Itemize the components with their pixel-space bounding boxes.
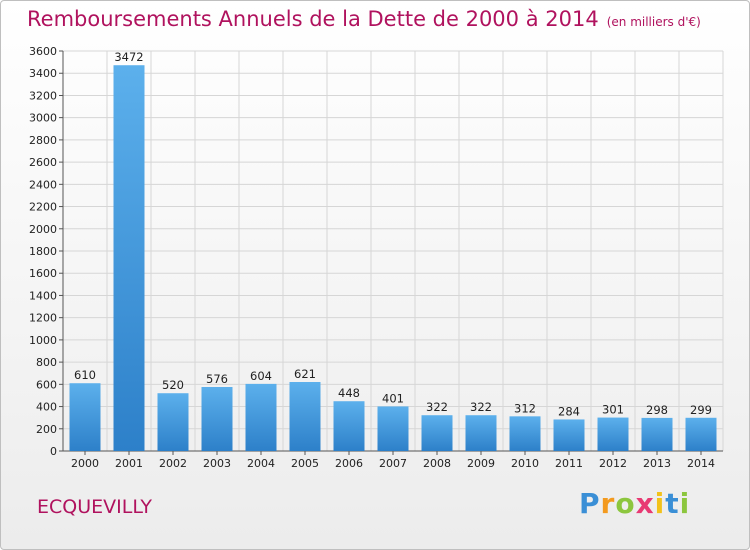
value-labels: 610 3472 520 576 604 621 448 401 322 322 312 284 301… (74, 50, 712, 418)
value-label: 312 (514, 401, 536, 415)
bar-2011 (553, 419, 585, 451)
y-tick-label: 200 (36, 423, 57, 436)
logo-letter: x (635, 487, 655, 520)
bar-2009 (465, 415, 497, 451)
bar-2004 (245, 383, 277, 451)
proxiti-logo: Proxiti (579, 487, 690, 520)
value-label: 284 (558, 404, 580, 418)
y-tick-label: 800 (36, 356, 57, 369)
y-tick-label: 3600 (29, 45, 57, 58)
y-tick-label: 1200 (29, 312, 57, 325)
value-label: 322 (426, 400, 448, 414)
value-label: 299 (690, 403, 712, 417)
logo-letter: i (679, 487, 691, 520)
x-tick-label: 2006 (335, 457, 363, 470)
y-tick-label: 2200 (29, 201, 57, 214)
x-tick-label: 2005 (291, 457, 319, 470)
y-tick-label: 400 (36, 401, 57, 414)
value-label: 448 (338, 386, 360, 400)
x-tick-label: 2011 (555, 457, 583, 470)
x-tick-label: 2007 (379, 457, 407, 470)
value-label: 610 (74, 368, 96, 382)
value-label: 604 (250, 369, 272, 383)
bar-2008 (421, 415, 453, 451)
bar-2005 (289, 382, 321, 451)
x-tick-label: 2013 (643, 457, 671, 470)
bar-2012 (597, 417, 629, 451)
bar-2003 (201, 387, 233, 451)
value-label: 576 (206, 372, 228, 386)
x-tick-label: 2008 (423, 457, 451, 470)
bar-2001 (113, 65, 145, 451)
bars (69, 65, 717, 451)
y-tick-label: 3000 (29, 112, 57, 125)
x-tick-label: 2014 (687, 457, 715, 470)
y-tick-label: 2000 (29, 223, 57, 236)
x-tick-label: 2004 (247, 457, 275, 470)
x-tick-label: 2009 (467, 457, 495, 470)
x-tick-label: 2003 (203, 457, 231, 470)
value-label: 3472 (114, 50, 143, 64)
x-tick-label: 2001 (115, 457, 143, 470)
logo-letter: o (615, 487, 636, 520)
x-tick-label: 2010 (511, 457, 539, 470)
x-tick-label: 2002 (159, 457, 187, 470)
y-tick-label: 2400 (29, 178, 57, 191)
y-tick-label: 0 (50, 445, 57, 458)
chart-title-text: Remboursements Annuels de la Dette de 20… (27, 7, 599, 31)
bar-2002 (157, 393, 189, 451)
commune-name: ECQUEVILLY (37, 496, 152, 518)
x-tick-label: 2012 (599, 457, 627, 470)
bar-2010 (509, 416, 541, 451)
value-label: 621 (294, 367, 316, 381)
logo-letter: P (579, 487, 601, 520)
y-tick-label: 2800 (29, 134, 57, 147)
y-tick-label: 2600 (29, 156, 57, 169)
value-label: 298 (646, 403, 668, 417)
bar-2013 (641, 417, 673, 451)
logo-letter: r (600, 487, 616, 520)
logo-letter: t (665, 487, 680, 520)
x-tick-label: 2000 (71, 457, 99, 470)
bar-2007 (377, 406, 409, 451)
value-label: 322 (470, 400, 492, 414)
y-tick-label: 1400 (29, 289, 57, 302)
y-tick-label: 600 (36, 378, 57, 391)
bar-2000 (69, 383, 101, 451)
chart-subtitle: (en milliers d'€) (606, 15, 701, 29)
y-tick-label: 1000 (29, 334, 57, 347)
y-tick-label: 1600 (29, 267, 57, 280)
value-label: 401 (382, 391, 404, 405)
value-label: 301 (602, 403, 624, 417)
bar-2006 (333, 401, 365, 451)
logo-letter: i (654, 487, 666, 520)
y-tick-label: 1800 (29, 245, 57, 258)
y-tick-label: 3400 (29, 67, 57, 80)
bar-2014 (685, 417, 717, 451)
chart-title: Remboursements Annuels de la Dette de 20… (27, 7, 701, 31)
y-tick-label: 3200 (29, 89, 57, 102)
value-label: 520 (162, 378, 184, 392)
